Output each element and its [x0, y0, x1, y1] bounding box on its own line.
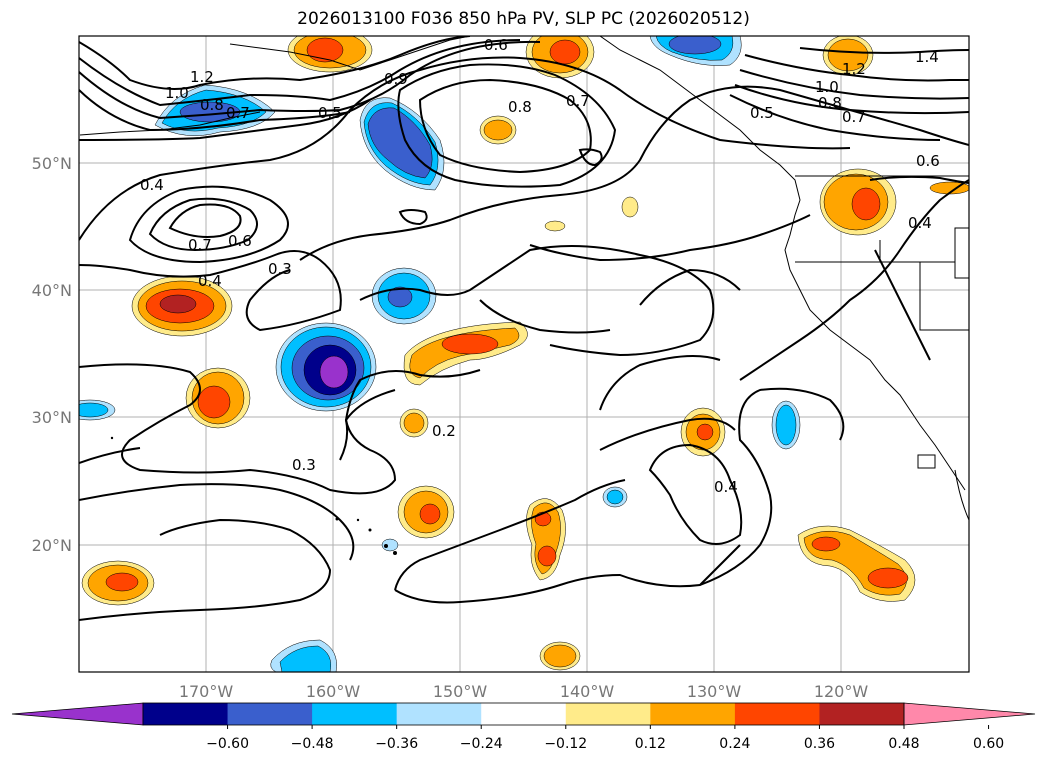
pv-positive-blob-w40n	[131, 275, 233, 337]
contour-labels: 1.2 1.0 0.8 0.7 0.5 0.4 0.7 0.6 0.4 0.3 …	[140, 36, 940, 496]
pv-negative-blob-bottom	[270, 639, 337, 672]
colorbar-tick-label: 0.60	[973, 736, 1004, 752]
colorbar-tick-label: −0.24	[460, 736, 503, 752]
colorbar-extend-max	[903, 702, 1036, 726]
lon-label-130w: 130°W	[687, 682, 742, 701]
contour-label-15: 0.8	[508, 98, 532, 116]
pv-positive-blob-ne	[822, 36, 874, 76]
contour-label-8: 0.6	[228, 232, 252, 250]
contour-label-10: 0.3	[268, 260, 292, 278]
contour-label-13: 0.4	[714, 478, 738, 496]
pv-positive-blob-oregon	[819, 168, 969, 236]
lat-label-20n: 20°N	[32, 536, 72, 555]
map-plot-area: 1.2 1.0 0.8 0.7 0.5 0.4 0.7 0.6 0.4 0.3 …	[79, 36, 969, 672]
pv-positive-blob-120w	[797, 525, 916, 602]
contour-label-22: 1.4	[915, 48, 939, 66]
pv-anomaly-fills	[79, 36, 969, 672]
pv-negative-blob-central	[275, 322, 377, 412]
colorbar-segment	[143, 703, 229, 725]
colorbar-tick-label: −0.48	[291, 736, 334, 752]
colorbar-segment	[227, 703, 313, 725]
contour-label-7: 0.7	[188, 236, 212, 254]
lon-label-140w: 140°W	[560, 682, 615, 701]
lat-label-50n: 50°N	[32, 154, 72, 173]
lon-label-170w: 170°W	[179, 682, 234, 701]
coastlines	[79, 36, 969, 521]
colorbar-segment	[481, 703, 567, 725]
pv-positive-blob-gulf-alaska	[525, 36, 595, 79]
pv-positive-blob-bottom	[539, 641, 581, 671]
contour-label-9: 0.4	[198, 272, 222, 290]
pv-negative-blob-small-20n	[602, 486, 628, 508]
map-frame	[78, 35, 970, 673]
colorbar-segment	[734, 703, 820, 725]
colorbar-segment	[396, 703, 482, 725]
colorbar-tick-label: 0.24	[719, 736, 750, 752]
colorbar-segment	[819, 703, 905, 725]
contour-label-5: 0.5	[318, 104, 342, 122]
contour-label-23: 0.6	[916, 152, 940, 170]
colorbar: −0.60 −0.48 −0.36 −0.24 −0.12 0.12 0.24 0.36 0.4…	[11, 702, 1036, 752]
pv-negative-blob-aleutian	[154, 84, 276, 136]
pv-positive-blob-small-29n	[399, 408, 429, 438]
lon-label-120w: 120°W	[814, 682, 869, 701]
pv-positive-blob-35n	[403, 321, 528, 386]
map-title: 2026013100 F036 850 hPa PV, SLP PC (2026…	[297, 9, 750, 29]
colorbar-tick-label: −0.36	[375, 736, 418, 752]
pv-positive-blob-17n	[81, 560, 155, 606]
lon-label-160w: 160°W	[306, 682, 361, 701]
contour-label-21: 1.2	[842, 60, 866, 78]
colorbar-tick-label: 0.12	[635, 736, 666, 752]
pv-positive-blob-32n	[185, 367, 251, 429]
colorbar-tick-label: −0.60	[206, 736, 249, 752]
contour-label-25: 0.9	[384, 70, 408, 88]
contour-label-16: 0.7	[566, 92, 590, 110]
colorbar-tick-label: 0.36	[804, 736, 835, 752]
colorbar-tick-label: −0.12	[544, 736, 587, 752]
pv-negative-blob-west-30n	[79, 399, 116, 421]
colorbar-extend-min	[11, 702, 144, 726]
latitude-labels: 50°N 40°N 30°N 20°N	[32, 154, 72, 555]
contour-label-11: 0.2	[432, 422, 456, 440]
colorbar-segment	[565, 703, 651, 725]
contour-label-3: 0.8	[200, 96, 224, 114]
pv-positive-blob-23n	[397, 485, 455, 539]
islands	[110, 436, 397, 555]
contour-label-12: 0.3	[292, 456, 316, 474]
contour-label-18: 1.0	[815, 78, 839, 96]
colorbar-segment	[650, 703, 736, 725]
lat-label-40n: 40°N	[32, 281, 72, 300]
colorbar-tick-label: 0.48	[888, 736, 919, 752]
contour-label-14: 0.6	[484, 36, 508, 54]
colorbar-frame	[142, 702, 905, 726]
contour-label-17: 0.5	[750, 104, 774, 122]
longitude-labels: 170°W 160°W 150°W 140°W 130°W 120°W	[179, 682, 869, 701]
pv-negative-blob-nw-alaska	[649, 36, 742, 66]
contour-label-4: 0.7	[226, 104, 250, 122]
pv-positive-blob-143w	[526, 498, 566, 581]
pv-positive-blob-n-pacific	[287, 36, 373, 73]
colorbar-segment	[312, 703, 398, 725]
contour-label-19: 0.8	[818, 94, 842, 112]
contour-label-1: 1.2	[190, 68, 214, 86]
contour-label-24: 0.4	[908, 214, 932, 232]
lat-label-30n: 30°N	[32, 408, 72, 427]
pv-positive-blob-small-50n	[479, 115, 517, 145]
pv-negative-blob-40n	[371, 267, 437, 325]
lon-label-150w: 150°W	[433, 682, 488, 701]
slp-contours	[79, 36, 969, 621]
contour-label-6: 0.4	[140, 176, 164, 194]
pv-negative-blob-125w	[771, 400, 801, 450]
contour-label-2: 1.0	[165, 84, 189, 102]
contour-label-20: 0.7	[842, 108, 866, 126]
